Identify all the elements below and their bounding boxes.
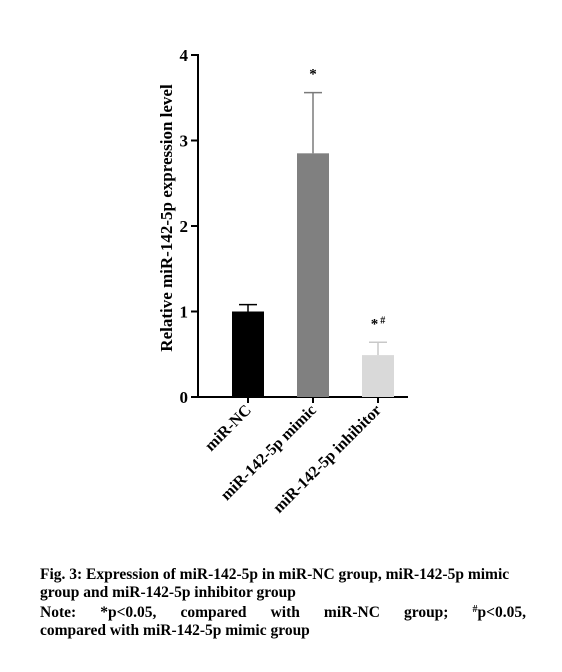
bar-group: * [297, 67, 329, 397]
y-tick-label: 3 [180, 132, 189, 151]
figure-caption: Fig. 3: Expression of miR-142-5p in miR-… [40, 566, 510, 601]
y-tick-label: 1 [180, 303, 189, 322]
note-line-1: Note: *p<0.05, compared with miR-NC grou… [40, 604, 526, 622]
note-text-start: Note: *p<0.05, compared with miR-NC grou… [40, 604, 473, 621]
significance-hash: # [380, 315, 385, 326]
bar-group: * # [362, 315, 394, 397]
x-tick-label: miR-142-5p inhibitor [270, 402, 385, 517]
x-tick-label: miR-NC [202, 402, 255, 455]
bar [362, 355, 394, 397]
y-axis-label: Relative miR-142-5p expression level [157, 84, 176, 352]
bars: ** # [232, 67, 394, 397]
bar-group [232, 303, 264, 397]
significance-star: * [371, 316, 379, 332]
y-tick-label: 2 [180, 217, 189, 236]
significance-label: * [309, 67, 317, 83]
y-tick-label: 0 [180, 388, 189, 407]
bar-chart: Relative miR-142-5p expression level 0 1 2… [157, 46, 408, 517]
y-tick-label: 4 [180, 46, 189, 65]
note-hash-symbol: # [472, 604, 478, 615]
note-line-2: compared with miR-142-5p mimic group [40, 622, 310, 639]
figure-note: Note: *p<0.05, compared with miR-NC grou… [40, 604, 526, 640]
significance-label: * # [371, 315, 386, 332]
bar [232, 311, 264, 397]
note-text-end: p<0.05, [477, 604, 526, 621]
axes: 0 1 2 3 4 [180, 46, 408, 407]
bar [297, 153, 329, 397]
